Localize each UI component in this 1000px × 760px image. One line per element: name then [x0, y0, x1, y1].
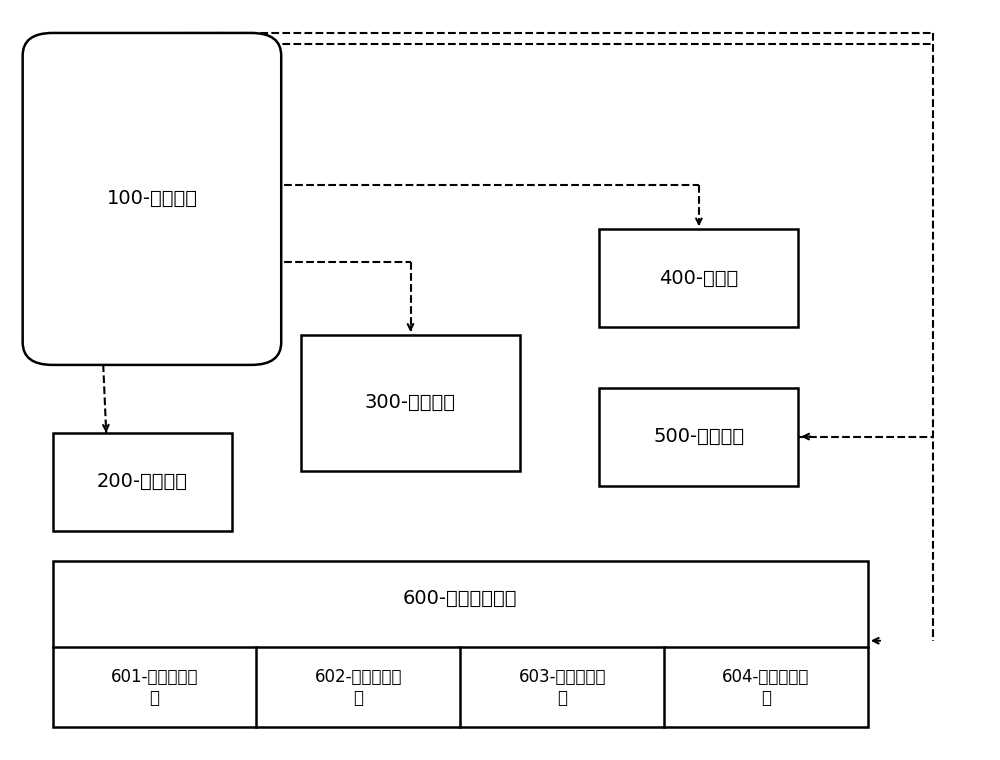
Text: 100-电源模块: 100-电源模块: [106, 189, 197, 208]
Text: 602-第二采集通
道: 602-第二采集通 道: [315, 668, 402, 707]
Bar: [599, 388, 798, 486]
Text: 600-数据采集模块: 600-数据采集模块: [403, 589, 517, 608]
Text: 500-晶振时钟: 500-晶振时钟: [653, 427, 744, 446]
Text: 300-控制模块: 300-控制模块: [365, 393, 456, 412]
Text: 200-存储模块: 200-存储模块: [96, 473, 188, 492]
Bar: [301, 334, 520, 470]
Bar: [53, 561, 868, 727]
Text: 604-第四采集通
道: 604-第四采集通 道: [722, 668, 810, 707]
Bar: [53, 432, 232, 531]
Text: 400-原子钟: 400-原子钟: [659, 268, 739, 287]
Text: 601-第一采集通
道: 601-第一采集通 道: [111, 668, 198, 707]
Text: 603-第三采集通
道: 603-第三采集通 道: [518, 668, 606, 707]
FancyBboxPatch shape: [23, 33, 281, 365]
Bar: [599, 229, 798, 328]
